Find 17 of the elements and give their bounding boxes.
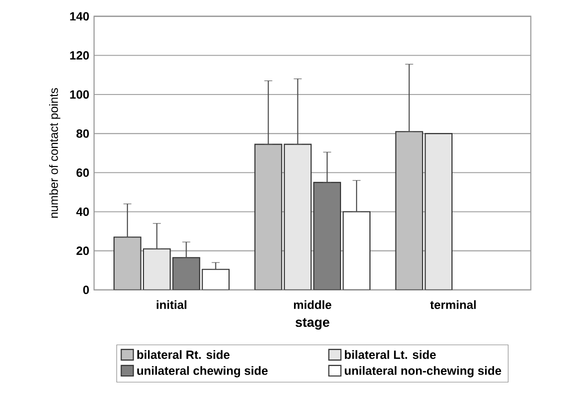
x-tick-label: middle <box>294 300 332 309</box>
y-tick-label: 120 <box>70 51 89 60</box>
y-tick-label: 60 <box>76 168 89 177</box>
x-tick-label: initial <box>156 300 186 309</box>
legend-label: bilateral Lt. side <box>344 350 436 359</box>
y-tick-label: 140 <box>70 12 89 21</box>
y-tick-label: 80 <box>76 129 89 138</box>
x-tick-label: terminal <box>430 300 476 309</box>
legend-label: unilateral non-chewing side <box>344 366 502 378</box>
x-axis-title: stage <box>296 318 330 330</box>
legend-label: unilateral chewing side <box>137 366 268 378</box>
y-tick-label: 0 <box>83 286 89 294</box>
y-axis-title: number of contact points <box>49 88 60 218</box>
legend-label: bilateral Rt. side <box>137 350 230 359</box>
y-tick-label: 100 <box>70 90 89 99</box>
y-tick-label: 40 <box>76 207 89 216</box>
y-tick-label: 20 <box>76 246 89 256</box>
